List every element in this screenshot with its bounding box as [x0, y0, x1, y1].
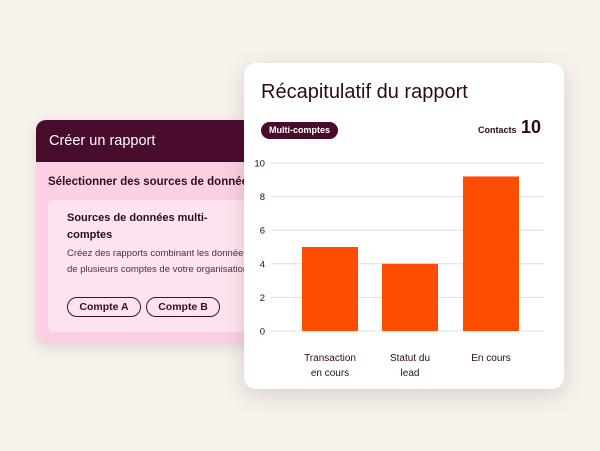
x-tick-label: Transaction: [304, 353, 356, 364]
bar: [463, 176, 519, 331]
x-tick-label: En cours: [471, 353, 510, 364]
y-tick-label: 4: [260, 259, 265, 270]
compte-a-button[interactable]: Compte A: [67, 297, 141, 317]
y-tick-label: 10: [254, 159, 265, 170]
multi-account-option[interactable]: Sources de données multi-comptes Créez d…: [48, 200, 278, 332]
x-tick-label: en cours: [311, 368, 349, 379]
y-tick-label: 6: [260, 226, 265, 237]
contacts-label: Contacts: [478, 125, 517, 135]
bar: [382, 263, 438, 331]
x-tick-label: Statut du: [390, 353, 430, 364]
option-description: Créez des rapports combinant les données…: [67, 248, 249, 275]
contacts-value: 10: [521, 117, 542, 137]
y-tick-label: 8: [260, 192, 265, 203]
option-title: Sources de données multi-comptes: [67, 212, 208, 241]
compte-b-button[interactable]: Compte B: [146, 297, 220, 317]
select-sources-heading: Sélectionner des sources de données: [48, 176, 255, 188]
y-tick-label: 2: [260, 293, 265, 304]
x-tick-label: lead: [401, 368, 420, 379]
create-report-title: Créer un rapport: [36, 120, 272, 162]
multi-accounts-badge: Multi-comptes: [261, 122, 339, 139]
report-summary-card: Récapitulatif du rapport Multi-comptes C…: [244, 63, 564, 389]
y-tick-label: 0: [260, 327, 265, 338]
report-bar-chart: 0 2 4 6 8 10 Transaction en cours Statut du lead E…: [254, 159, 544, 379]
bar: [302, 247, 358, 331]
summary-title: Récapitulatif du rapport: [261, 81, 468, 103]
